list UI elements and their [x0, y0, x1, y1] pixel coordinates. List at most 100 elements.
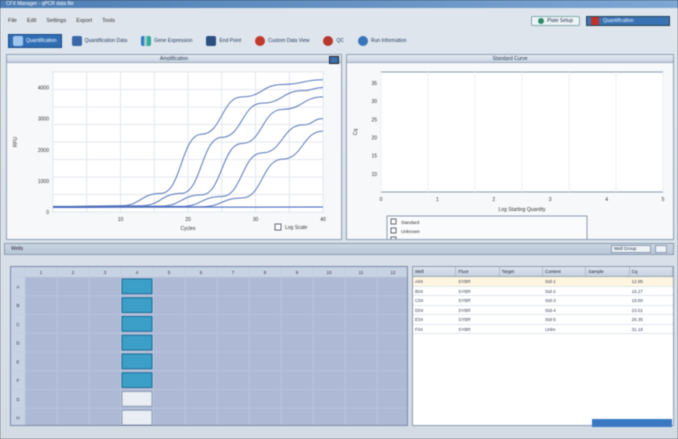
plate-well — [121, 297, 153, 313]
table-cell: Std-1 — [544, 279, 556, 284]
amplification-title: Amplification — [7, 55, 341, 63]
menu-settings[interactable]: Settings — [46, 18, 67, 24]
plate-col-label: 8 — [264, 270, 267, 275]
table-row[interactable]: E04 SYBR Std-5 26.35 — [413, 315, 673, 325]
table-cell: 19.60 — [631, 298, 643, 303]
x-tick-label: 2 — [492, 197, 495, 203]
legend-box — [386, 215, 588, 239]
tab-quantification[interactable]: Quantification — [8, 34, 62, 48]
table-cell — [500, 296, 543, 305]
standard-legend: Standard Unknown SYBR — [386, 215, 588, 239]
table-cell: Std-3 — [544, 298, 556, 303]
amplification-panel: Amplification 4000 3000 2000 1000 0 10 20 30 40 C… — [6, 54, 342, 240]
well-selector-bar: Wells Well Group — [4, 243, 674, 255]
menu-export[interactable]: Export — [76, 18, 93, 24]
view-selector[interactable]: Quantification — [586, 16, 670, 26]
plate-row-label: G — [16, 397, 20, 402]
window-titlebar: CFX Manager - qPCR data file — [0, 0, 678, 8]
bar-chart-icon — [141, 36, 152, 46]
qc-icon — [323, 36, 334, 46]
plate-setup-icon — [538, 18, 545, 24]
well-group-select[interactable]: Well Group — [611, 245, 651, 253]
plate-col-label: 10 — [326, 270, 332, 275]
plate-row-label: E — [16, 359, 19, 364]
amplification-chart-icon — [13, 36, 23, 46]
table-cell — [586, 287, 629, 296]
tab-gene-expression-label: Gene Expression — [154, 38, 193, 44]
y-tick-label: 0 — [46, 210, 49, 216]
table-cell — [500, 277, 543, 286]
plate-setup-button[interactable]: Plate Setup — [531, 16, 580, 26]
menu-file[interactable]: File — [8, 18, 17, 24]
plate-well — [121, 316, 153, 332]
column-header[interactable]: Sample — [586, 267, 630, 276]
standard-curve-panel: Standard Curve 35 30 25 20 15 10 0 1 2 3 4 5 Log Sta… — [346, 54, 674, 240]
x-tick-label: 5 — [662, 197, 665, 203]
table-cell — [500, 325, 543, 334]
plate-row-label: C — [16, 322, 20, 327]
y-tick-label: 15 — [371, 154, 377, 160]
chevron-down-icon[interactable] — [655, 245, 667, 253]
y-tick-label: 2000 — [38, 148, 49, 154]
tab-end-point-label: End Point — [219, 38, 242, 44]
plate-col-header-bg — [11, 267, 407, 277]
plate-row-label: B — [16, 303, 19, 308]
table-row[interactable]: C04 SYBR Std-3 19.60 — [413, 296, 673, 306]
menu-edit[interactable]: Edit — [26, 18, 37, 24]
x-tick-label: 3 — [549, 197, 552, 203]
standard-curve-chart: 35 30 25 20 15 10 0 1 2 3 4 5 Log Starting Quantity C… — [353, 71, 665, 239]
log-scale-label: Log Scale — [285, 225, 307, 231]
plate-row-label: A — [16, 284, 19, 289]
x-tick-label: 0 — [380, 197, 383, 203]
tab-end-point[interactable]: End Point — [202, 34, 245, 48]
column-header[interactable]: Cq — [630, 267, 673, 276]
x-tick-label: 10 — [118, 217, 124, 223]
log-scale-checkbox — [274, 223, 282, 231]
y-tick-label: 3000 — [38, 117, 49, 123]
table-cell — [586, 296, 629, 305]
standard-curve-title: Standard Curve — [347, 55, 673, 63]
plate-col-label: 5 — [168, 270, 171, 275]
table-row[interactable]: F04 SYBR Unkn 31.18 — [413, 325, 673, 334]
table-cell — [500, 306, 543, 315]
tab-qc[interactable]: QC — [319, 34, 348, 48]
table-row[interactable]: D04 SYBR Std-4 23.01 — [413, 306, 673, 315]
custom-view-icon — [255, 36, 266, 46]
end-point-icon — [206, 36, 217, 46]
column-header[interactable]: Fluor — [456, 267, 500, 276]
plate-setup-label: Plate Setup — [547, 18, 573, 24]
legend-entry: Standard — [401, 220, 420, 225]
x-tick-label: 30 — [253, 217, 259, 223]
table-cell — [586, 325, 629, 334]
column-header[interactable]: Well — [413, 267, 457, 276]
tab-qc-label: QC — [336, 38, 344, 44]
tab-gene-expression[interactable]: Gene Expression — [137, 34, 196, 48]
table-body: A04 SYBR Std-1 12.95 B04 SYBR Std-2 16.27 C04 SYB… — [413, 277, 673, 334]
y-axis-label: RFU — [13, 136, 19, 147]
menu-tools[interactable]: Tools — [102, 18, 115, 24]
x-tick-label: 4 — [605, 197, 608, 203]
y-axis-label: Cq — [353, 129, 359, 136]
x-axis-label: Cycles — [180, 226, 196, 232]
plate-well — [121, 409, 153, 425]
table-row[interactable]: B04 SYBR Std-2 16.27 — [413, 287, 673, 296]
y-tick-label: 1000 — [38, 179, 49, 185]
tab-run-information-label: Run Information — [370, 38, 407, 44]
pin-icon[interactable] — [329, 56, 339, 64]
tab-custom-data-view[interactable]: Custom Data View — [251, 34, 313, 48]
plate-row-label: H — [16, 416, 19, 421]
column-header[interactable]: Target — [500, 267, 543, 276]
tab-quantification-data[interactable]: Quantification Data — [68, 34, 132, 48]
table-cell: F04 — [415, 326, 423, 332]
table-cell: 26.35 — [631, 317, 643, 322]
tab-run-information[interactable]: Run Information — [354, 34, 411, 48]
table-cell — [586, 315, 629, 324]
column-header[interactable]: Content — [543, 267, 587, 276]
results-table: Well Fluor Target Content Sample Cq A04 SYBR St… — [412, 266, 674, 426]
table-cell — [500, 287, 543, 296]
table-row[interactable]: A04 SYBR Std-1 12.95 — [413, 277, 673, 287]
x-tick-label: 20 — [185, 217, 191, 223]
table-cell: E04 — [415, 317, 424, 322]
